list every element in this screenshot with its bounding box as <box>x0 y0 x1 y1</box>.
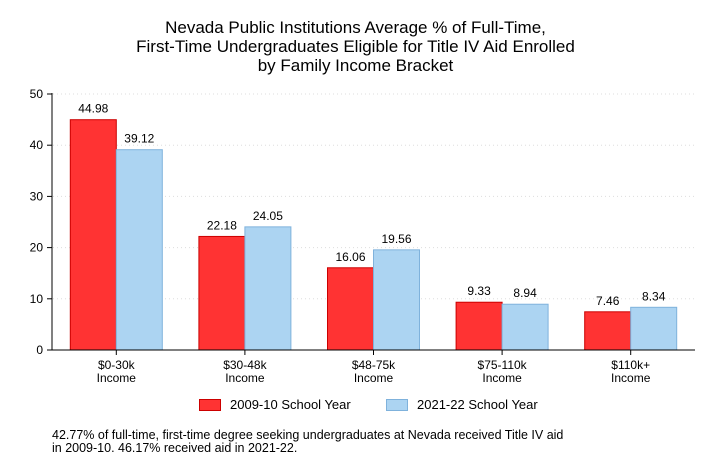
bar <box>115 149 163 351</box>
x-tick-label: Income <box>225 371 265 385</box>
legend-label-2009-10: 2009-10 School Year <box>230 397 351 412</box>
x-tick-label: Income <box>482 371 522 385</box>
bar <box>69 119 117 351</box>
chart-title-line: by Family Income Bracket <box>257 56 454 75</box>
x-tick-label: Income <box>611 371 651 385</box>
bar <box>630 306 678 351</box>
chart-title: Nevada Public Institutions Average % of … <box>0 18 711 75</box>
footnote-line: 42.77% of full-time, first-time degree s… <box>52 428 564 442</box>
x-tick-label: $110k+ <box>611 358 650 372</box>
data-label: 7.46 <box>596 294 620 308</box>
bar-chart: 0 10 20 30 40 50 44.98 22.18 16.06 9.33 7.46 39.12 2… <box>30 87 695 385</box>
y-tick-label: 50 <box>30 87 44 101</box>
y-tick-label: 40 <box>30 138 44 152</box>
x-tick-label: $30-48k <box>223 358 267 372</box>
legend-swatch-2009-10 <box>199 398 221 411</box>
x-tick-label: Income <box>354 371 394 385</box>
data-label: 24.05 <box>253 209 283 223</box>
bar <box>501 303 549 351</box>
bar <box>198 235 246 351</box>
footnote: 42.77% of full-time, first-time degree s… <box>52 429 692 455</box>
legend-item-2021-22: 2021-22 School Year <box>386 397 538 412</box>
y-tick-label: 20 <box>30 241 44 255</box>
data-label: 39.12 <box>124 132 154 146</box>
y-tick-label: 30 <box>30 189 44 203</box>
legend-label-2021-22: 2021-22 School Year <box>417 397 538 412</box>
chart-title-line: Nevada Public Institutions Average % of … <box>165 18 546 37</box>
bar <box>327 267 374 351</box>
data-label: 16.06 <box>335 250 365 264</box>
x-tick-label: $0-30k <box>98 358 136 372</box>
data-label: 44.98 <box>78 102 108 116</box>
bar <box>373 249 420 351</box>
bar <box>584 311 632 351</box>
bar <box>244 226 292 351</box>
data-label: 19.56 <box>381 232 411 246</box>
footnote-line: in 2009-10. 46.17% received aid in 2021-… <box>52 441 298 455</box>
x-tick-label: $48-75k <box>352 358 396 372</box>
chart-title-line: First-Time Undergraduates Eligible for T… <box>136 37 575 56</box>
legend-swatch-2021-22 <box>386 398 408 411</box>
data-label: 8.34 <box>642 289 666 303</box>
x-tick-label: $75-110k <box>478 358 528 372</box>
bar <box>455 301 503 351</box>
y-tick-label: 10 <box>30 292 44 306</box>
data-label: 9.33 <box>467 284 491 298</box>
y-tick-label: 0 <box>36 343 43 357</box>
x-tick-label: Income <box>97 371 137 385</box>
data-label: 22.18 <box>207 218 237 232</box>
data-label: 8.94 <box>513 286 537 300</box>
legend-item-2009-10: 2009-10 School Year <box>199 397 351 412</box>
